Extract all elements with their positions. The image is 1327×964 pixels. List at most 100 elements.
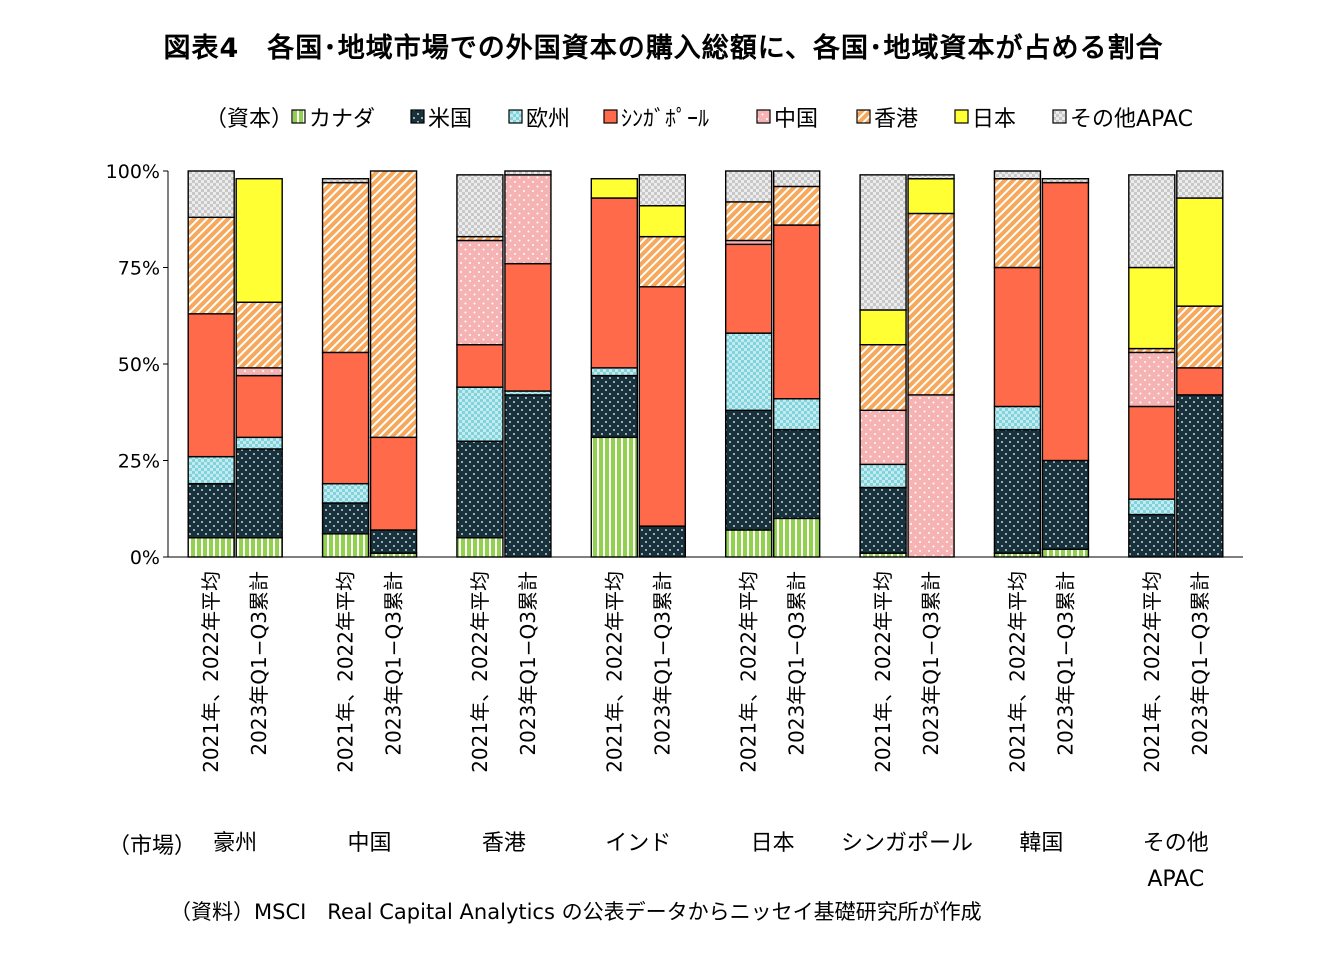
bar-segment-香港-0-0 <box>456 537 504 558</box>
bar-segment-韓国-1-0 <box>1041 548 1090 558</box>
market-label: 日本 <box>751 831 795 856</box>
bar-segment-豪州-1-6 <box>235 178 283 303</box>
bar-segment-豪州-1-0 <box>235 537 283 558</box>
y-tick-label: 50% <box>118 354 160 376</box>
bar-segment-インド-0-2 <box>590 367 639 377</box>
legend-swatch-4 <box>756 109 771 124</box>
legend-swatch-2 <box>508 109 523 124</box>
market-label: 韓国 <box>1019 831 1063 856</box>
bar-segment-香港-0-2 <box>456 386 504 442</box>
bar-segment-インド-0-6 <box>590 178 639 199</box>
category-label: 2021年、2022年平均 <box>602 571 626 773</box>
bar-segment-シンガポール-1-4 <box>907 394 955 558</box>
bar-segment-韓国-0-5 <box>993 178 1042 269</box>
bar-segment-日本-0-7 <box>724 170 773 203</box>
bar-segment-インド-1-6 <box>638 205 687 238</box>
category-label: 2021年、2022年平均 <box>1140 571 1164 773</box>
bar-segment-韓国-0-3 <box>993 266 1042 408</box>
bar-segment-豪州-0-1 <box>187 482 235 539</box>
bar-segment-インド-1-3 <box>638 286 687 527</box>
legend-swatch-6 <box>954 109 969 124</box>
bar-segment-日本-1-7 <box>772 170 821 188</box>
bar-segment-韓国-0-1 <box>993 428 1042 554</box>
bar-segment-日本-1-3 <box>772 224 821 400</box>
market-label: その他 <box>1143 831 1209 856</box>
bar-segment-韓国-1-7 <box>1041 178 1090 184</box>
bar-segment-豪州-0-0 <box>187 537 235 558</box>
bar-segment-日本-0-0 <box>724 529 773 558</box>
y-tick-label: 100% <box>106 161 160 183</box>
legend-label: その他APAC <box>1070 107 1193 132</box>
bar-segment-インド-1-5 <box>638 235 687 288</box>
category-label: 2023年Q1−Q3累計 <box>516 571 540 756</box>
legend-label: ｼﾝｶﾞﾎﾟｰﾙ <box>621 107 709 132</box>
bar-segment-インド-0-0 <box>590 436 639 558</box>
category-label: 2021年、2022年平均 <box>334 571 358 773</box>
legend-label: 香港 <box>874 107 918 132</box>
category-label: 2021年、2022年平均 <box>737 571 761 773</box>
bar-segment-香港-0-1 <box>456 440 504 539</box>
bar-segment-シンガポール-0-1 <box>859 486 907 554</box>
bar-segment-日本-0-5 <box>724 201 773 242</box>
bar-segment-シンガポール-1-5 <box>907 212 955 396</box>
bar-segment-香港-1-3 <box>504 262 552 392</box>
bar-segment-その他APAC-0-3 <box>1128 405 1176 500</box>
legend-swatch-5 <box>856 109 871 124</box>
legend-title: （資本） <box>205 107 293 132</box>
bar-segment-韓国-0-2 <box>993 405 1042 431</box>
category-label: 2023年Q1−Q3累計 <box>247 571 271 756</box>
category-label: 2023年Q1−Q3累計 <box>785 571 809 756</box>
bar-segment-中国-0-3 <box>321 351 370 485</box>
bar-segment-香港-0-4 <box>456 239 504 346</box>
bar-segment-日本-1-5 <box>772 185 821 226</box>
market-label: シンガポール <box>841 831 973 856</box>
bar-segment-香港-0-7 <box>456 174 504 238</box>
bar-segment-インド-0-1 <box>590 374 639 439</box>
legend-label: 米国 <box>428 107 472 132</box>
bar-segment-香港-1-1 <box>504 394 552 558</box>
bar-segment-中国-0-1 <box>321 502 370 535</box>
category-label: 2023年Q1−Q3累計 <box>650 571 674 756</box>
bar-segment-シンガポール-0-6 <box>859 309 907 346</box>
bar-segment-インド-1-1 <box>638 525 687 558</box>
market-label: 中国 <box>348 831 392 856</box>
bar-segment-シンガポール-0-2 <box>859 463 907 489</box>
y-tick-label: 0% <box>130 547 160 569</box>
category-label: 2023年Q1−Q3累計 <box>919 571 943 756</box>
bar-segment-シンガポール-1-6 <box>907 178 955 215</box>
category-label: 2021年、2022年平均 <box>199 571 223 773</box>
bar-segment-その他APAC-1-7 <box>1176 170 1224 199</box>
bar-segment-シンガポール-0-7 <box>859 174 907 311</box>
legend: （資本） カナダ 米国 欧州 ｼﾝｶﾞﾎﾟｰﾙ 中国 香港 日本 その他APAC <box>205 107 1193 132</box>
bar-segment-豪州-1-2 <box>235 436 283 450</box>
bar-segment-シンガポール-0-4 <box>859 409 907 466</box>
bar-segment-その他APAC-1-5 <box>1176 305 1224 369</box>
bar-segment-豪州-1-5 <box>235 301 283 369</box>
market-label: インド <box>605 831 671 856</box>
category-label: 2023年Q1−Q3累計 <box>1188 571 1212 756</box>
legend-swatch-7 <box>1052 109 1067 124</box>
category-label: 2023年Q1−Q3累計 <box>1053 571 1077 756</box>
bar-segment-香港-0-3 <box>456 344 504 388</box>
bar-segment-香港-1-7 <box>504 170 552 176</box>
bar-segment-豪州-0-7 <box>187 170 235 219</box>
y-tick-label: 25% <box>118 451 160 473</box>
market-label: 香港 <box>482 831 526 856</box>
bar-segment-豪州-1-4 <box>235 367 283 377</box>
y-tick-label: 75% <box>118 258 160 280</box>
bar-segment-その他APAC-0-7 <box>1128 174 1176 269</box>
bar-segment-豪州-1-3 <box>235 374 283 439</box>
bar-segment-その他APAC-0-1 <box>1128 513 1176 558</box>
bar-segment-中国-0-2 <box>321 482 370 504</box>
source-note: （資料）MSCI Real Capital Analytics の公表データから… <box>170 900 982 924</box>
bar-segment-中国-1-3 <box>369 436 418 531</box>
bar-segment-シンガポール-1-7 <box>907 174 955 180</box>
bar-segment-日本-1-1 <box>772 428 821 520</box>
bar-segment-日本-1-0 <box>772 517 821 558</box>
bar-segment-韓国-0-7 <box>993 170 1042 180</box>
bar-segment-中国-0-5 <box>321 181 370 354</box>
bar-segment-豪州-0-2 <box>187 455 235 485</box>
bar-segment-豪州-1-1 <box>235 448 283 539</box>
category-label: 2021年、2022年平均 <box>468 571 492 773</box>
legend-swatch-3 <box>603 109 618 124</box>
